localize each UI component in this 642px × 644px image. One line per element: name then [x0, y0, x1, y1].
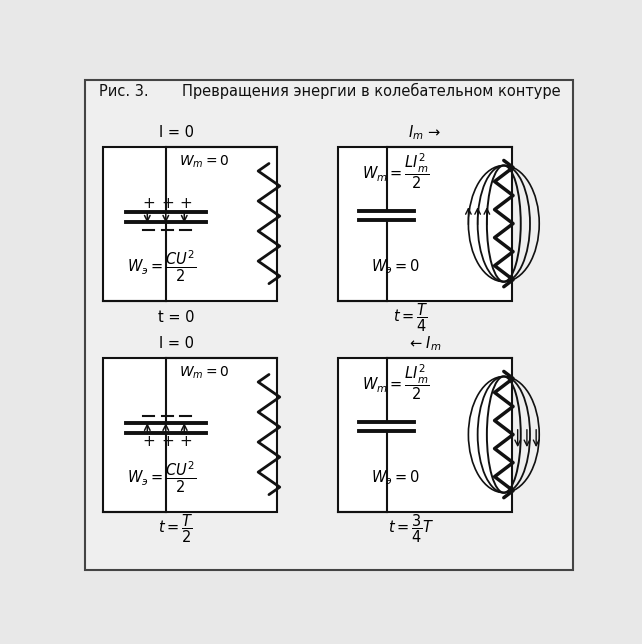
Bar	[338, 147, 512, 301]
Text: $W_э = \dfrac{CU^2}{2}$: $W_э = \dfrac{CU^2}{2}$	[127, 460, 196, 495]
Text: $W_э = \dfrac{CU^2}{2}$: $W_э = \dfrac{CU^2}{2}$	[127, 249, 196, 285]
Text: $W_э = 0$: $W_э = 0$	[371, 258, 420, 276]
Text: $W_m = \dfrac{LI_m^2}{2}$: $W_m = \dfrac{LI_m^2}{2}$	[361, 151, 429, 191]
Text: $W_m = \dfrac{LI_m^2}{2}$: $W_m = \dfrac{LI_m^2}{2}$	[361, 363, 429, 402]
Text: Рис. 3.: Рис. 3.	[99, 84, 148, 99]
Text: +: +	[143, 196, 155, 211]
Text: +: +	[179, 434, 192, 450]
Text: $I_m$ →: $I_m$ →	[408, 124, 441, 142]
Text: +: +	[161, 434, 174, 450]
FancyBboxPatch shape	[85, 80, 573, 570]
Text: ← $I_m$: ← $I_m$	[409, 334, 441, 353]
Text: t = 0: t = 0	[158, 310, 195, 325]
Text: $W_э = 0$: $W_э = 0$	[371, 468, 420, 487]
Text: $t = \dfrac{T}{4}$: $t = \dfrac{T}{4}$	[394, 301, 429, 334]
Bar	[338, 357, 512, 511]
Text: +: +	[143, 434, 155, 450]
Text: $t = \dfrac{3}{4}T$: $t = \dfrac{3}{4}T$	[388, 512, 435, 545]
Bar	[103, 147, 277, 301]
Text: +: +	[161, 196, 174, 211]
Text: $t = \dfrac{T}{2}$: $t = \dfrac{T}{2}$	[159, 512, 194, 545]
Text: I = 0: I = 0	[159, 336, 194, 351]
Text: $W_m = 0$: $W_m = 0$	[178, 365, 229, 381]
Text: Превращения энергии в колебательном контуре: Превращения энергии в колебательном конт…	[182, 83, 560, 99]
Text: I = 0: I = 0	[159, 125, 194, 140]
Text: +: +	[179, 196, 192, 211]
Bar	[103, 357, 277, 511]
Text: $W_m = 0$: $W_m = 0$	[178, 154, 229, 170]
